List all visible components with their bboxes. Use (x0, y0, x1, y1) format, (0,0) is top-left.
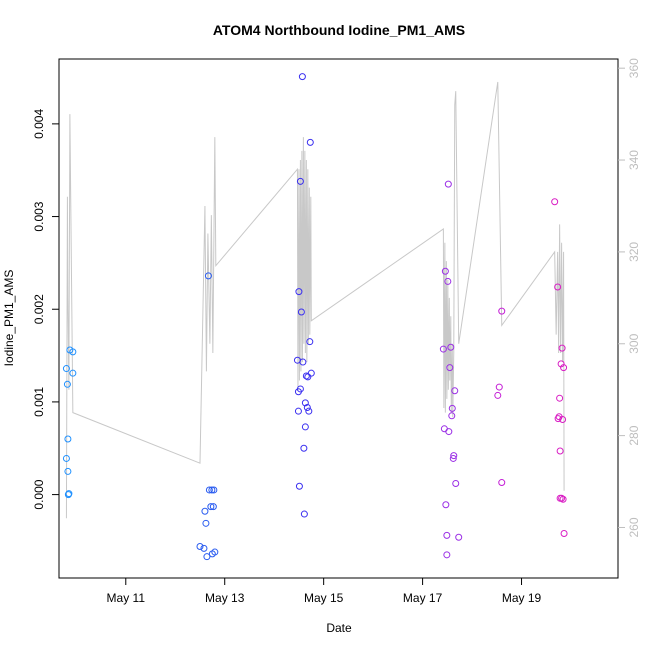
data-point (202, 519, 210, 527)
y2-tick-label: 320 (627, 242, 641, 262)
y-tick-label: 0.003 (32, 201, 46, 231)
plot-frame (58, 58, 619, 579)
data-point (298, 73, 306, 81)
data-point (444, 180, 452, 188)
data-point (450, 452, 458, 460)
data-point (559, 495, 567, 503)
data-point (62, 454, 70, 462)
x-tick-label: May 11 (107, 591, 146, 605)
data-point (299, 358, 307, 366)
y-axis-label: Iodine_PM1_AMS (2, 270, 16, 367)
data-point (205, 486, 213, 494)
data-point (306, 338, 314, 346)
data-point (452, 479, 460, 487)
data-point (62, 365, 70, 373)
data-point (64, 435, 72, 443)
x-axis-label: Date (326, 621, 352, 635)
data-point (300, 510, 308, 518)
data-point (556, 447, 564, 455)
data-point (203, 553, 211, 561)
data-point (558, 494, 566, 502)
y-axis: 0.000 0.001 0.002 0.003 0.004 (32, 109, 59, 510)
data-point (201, 507, 209, 515)
data-point (554, 283, 562, 291)
data-point (64, 467, 72, 475)
data-point (200, 544, 208, 552)
secondary-series-line (65, 81, 565, 519)
data-point (445, 428, 453, 436)
data-point (558, 344, 566, 352)
secondary-line-layer (65, 81, 565, 519)
data-point (448, 404, 456, 412)
y2-tick-label: 360 (627, 58, 641, 78)
data-point (209, 503, 217, 511)
y2-tick-label: 280 (627, 425, 641, 445)
data-point (444, 277, 452, 285)
data-points-layer (62, 73, 568, 561)
data-point (551, 198, 559, 206)
chart-title: ATOM4 Northbound Iodine_PM1_AMS (213, 22, 465, 38)
data-point (446, 364, 454, 372)
data-point (439, 345, 447, 353)
data-point (560, 364, 568, 372)
data-point (295, 288, 303, 296)
data-point (449, 454, 457, 462)
y-tick-label: 0.000 (32, 479, 46, 509)
y2-tick-label: 340 (627, 150, 641, 170)
data-point (296, 385, 304, 393)
data-point (307, 369, 315, 377)
data-point (301, 399, 309, 407)
data-point (495, 383, 503, 391)
data-point (63, 380, 71, 388)
data-point (443, 551, 451, 559)
data-point (451, 387, 459, 395)
data-point (65, 490, 73, 498)
data-point (559, 416, 567, 424)
data-point (447, 343, 455, 351)
x-tick-label: May 15 (304, 591, 344, 605)
data-point (210, 486, 218, 494)
data-point (443, 531, 451, 539)
data-point (297, 308, 305, 316)
data-point (303, 403, 311, 411)
data-point (301, 423, 309, 431)
x-tick-label: May 19 (502, 591, 542, 605)
data-point (204, 272, 212, 280)
data-point (494, 391, 502, 399)
data-point (69, 348, 77, 356)
data-point (305, 407, 313, 415)
data-point (442, 501, 450, 509)
data-point (296, 177, 304, 185)
data-point (207, 503, 215, 511)
data-point (69, 369, 77, 377)
x-tick-label: May 17 (403, 591, 443, 605)
data-point (498, 307, 506, 315)
y-tick-label: 0.002 (32, 294, 46, 324)
data-point (208, 486, 216, 494)
x-tick-label: May 13 (205, 591, 245, 605)
data-point (304, 373, 312, 381)
x-axis: May 11 May 13 May 15 May 17 May 19 (107, 578, 542, 605)
y-tick-label: 0.001 (32, 387, 46, 417)
data-point (196, 542, 204, 550)
data-point (300, 444, 308, 452)
secondary-y-axis: 260 280 300 320 340 360 (618, 58, 641, 537)
data-point (448, 412, 456, 420)
y2-tick-label: 260 (627, 517, 641, 537)
data-point (441, 267, 449, 275)
data-point (560, 530, 568, 538)
data-point (556, 394, 564, 402)
data-point (294, 407, 302, 415)
data-point (306, 138, 314, 146)
data-point (295, 482, 303, 490)
data-point (455, 533, 463, 541)
data-point (498, 479, 506, 487)
y2-tick-label: 300 (627, 333, 641, 353)
data-point (211, 548, 219, 556)
y-tick-label: 0.004 (32, 109, 46, 139)
